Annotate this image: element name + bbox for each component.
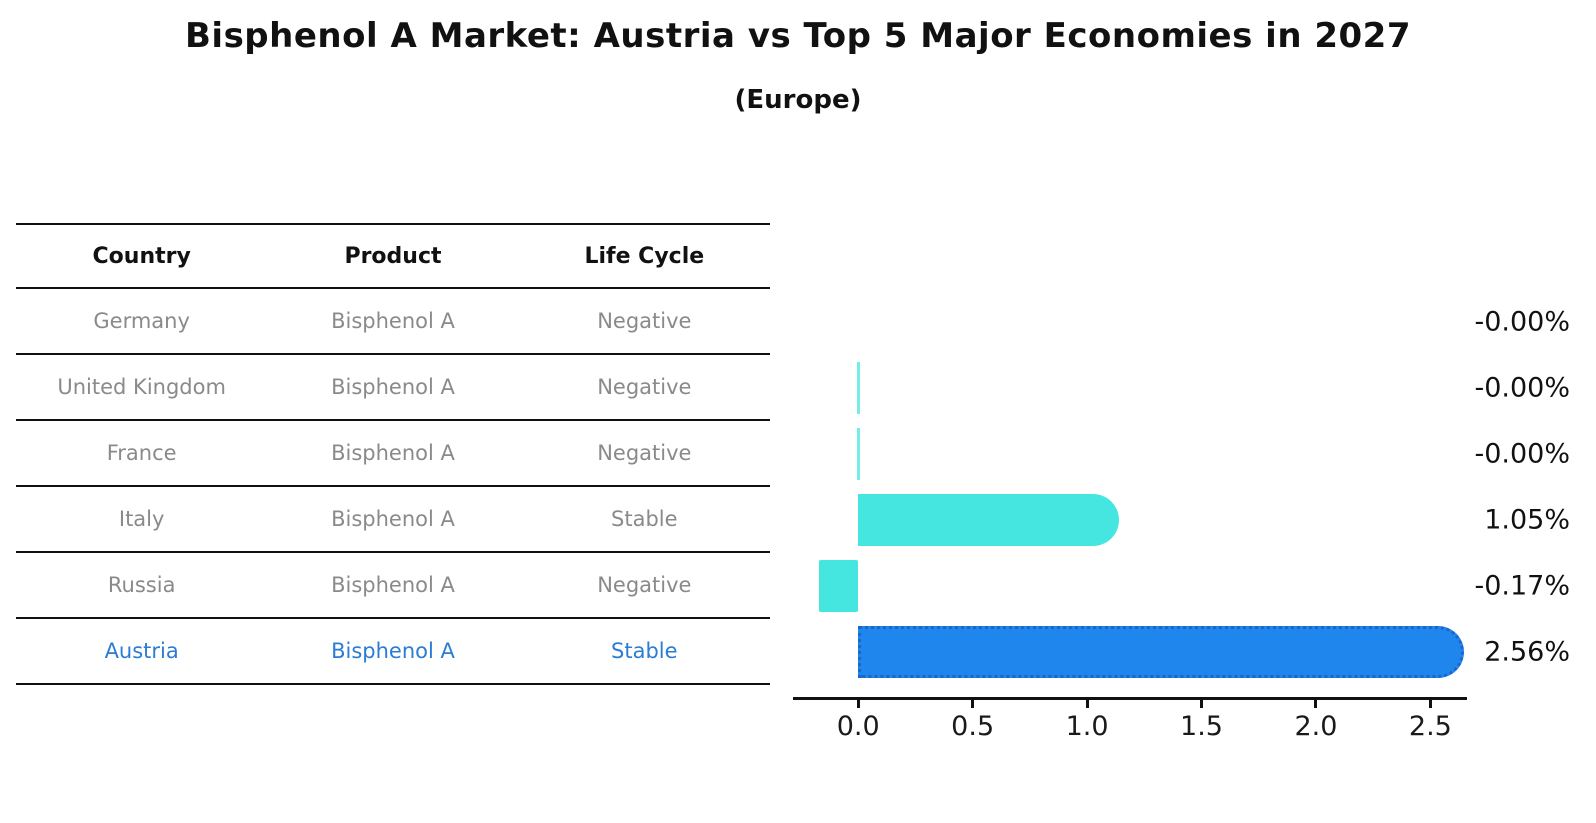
bar-united-kingdom-zero-mark: [856, 362, 860, 414]
cell-product: Bisphenol A: [331, 309, 455, 333]
cell-country: Russia: [107, 573, 176, 597]
cell-product: Bisphenol A: [331, 573, 455, 597]
value-label-italy: 1.05%: [1484, 504, 1570, 536]
table-row: France Bisphenol A Negative: [16, 421, 770, 487]
x-axis-tick: [1428, 697, 1432, 708]
chart-area: 0.0 0.5 1.0 1.5 2.0 2.5: [793, 289, 1467, 742]
x-axis-tick-label: 0.0: [836, 711, 880, 742]
cell-product: Bisphenol A: [331, 441, 455, 465]
cell-country: United Kingdom: [57, 375, 226, 399]
cell-life-cycle: Negative: [597, 441, 692, 465]
x-axis-tick-label: 1.0: [1065, 711, 1109, 742]
bar-russia: [819, 560, 859, 612]
bar-italy: [858, 494, 1119, 546]
cell-life-cycle: Negative: [597, 573, 692, 597]
header-product: Product: [344, 243, 442, 269]
cell-life-cycle: Stable: [611, 507, 678, 531]
cell-product: Bisphenol A: [331, 639, 455, 663]
cell-product: Bisphenol A: [331, 507, 455, 531]
value-label-austria: 2.56%: [1484, 636, 1570, 668]
x-axis-tick: [1200, 697, 1204, 708]
cell-life-cycle: Stable: [611, 639, 678, 663]
country-table: Country Product Life Cycle Germany Bisphe…: [16, 223, 770, 685]
table-row: United Kingdom Bisphenol A Negative: [16, 355, 770, 421]
cell-country: Austria: [104, 639, 179, 663]
table-header-row: Country Product Life Cycle: [16, 223, 770, 289]
value-label-france: -0.00%: [1474, 438, 1570, 470]
x-axis-tick: [1085, 697, 1089, 708]
value-label-united-kingdom: -0.00%: [1474, 372, 1570, 404]
chart-title: Bisphenol A Market: Austria vs Top 5 Maj…: [185, 16, 1411, 56]
table-row: Germany Bisphenol A Negative: [16, 289, 770, 355]
header-life-cycle: Life Cycle: [584, 243, 705, 269]
cell-country: Germany: [93, 309, 190, 333]
x-axis-tick: [1314, 697, 1318, 708]
bar-france-zero-mark: [856, 428, 860, 480]
value-label-russia: -0.17%: [1474, 570, 1570, 602]
table-row: Austria Bisphenol A Stable: [16, 619, 770, 685]
x-axis-tick: [856, 697, 860, 708]
cell-country: France: [106, 441, 177, 465]
table-row: Russia Bisphenol A Negative: [16, 553, 770, 619]
cell-life-cycle: Negative: [597, 375, 692, 399]
table-row: Italy Bisphenol A Stable: [16, 487, 770, 553]
x-axis-tick-label: 2.5: [1408, 711, 1452, 742]
table-body: Germany Bisphenol A Negative United Kingdom…: [16, 289, 770, 685]
x-axis-tick-label: 2.0: [1294, 711, 1338, 742]
value-label-germany: -0.00%: [1474, 306, 1570, 338]
x-axis-tick-label: 0.5: [951, 711, 995, 742]
chart-subtitle: (Europe): [734, 85, 862, 115]
x-axis-tick: [971, 697, 975, 708]
bar-austria: [858, 626, 1465, 678]
header-country: Country: [92, 243, 191, 269]
cell-life-cycle: Negative: [597, 309, 692, 333]
x-axis-tick-label: 1.5: [1180, 711, 1223, 742]
cell-product: Bisphenol A: [331, 375, 455, 399]
cell-country: Italy: [118, 507, 165, 531]
